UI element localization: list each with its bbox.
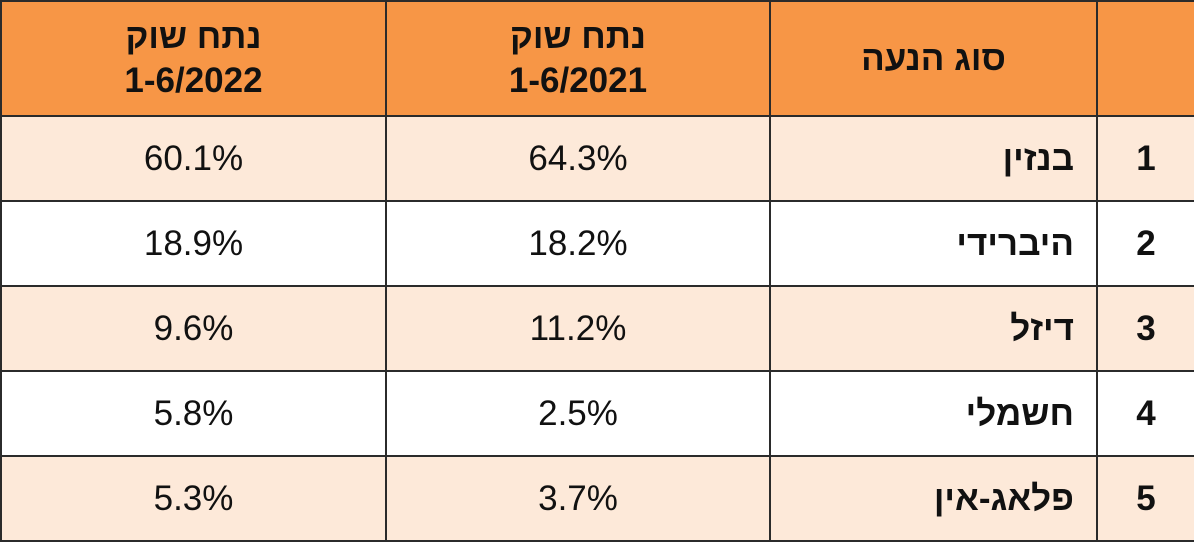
row-propulsion-type: היברידי — [769, 200, 1098, 287]
table-row: 2 היברידי 18.2% 18.9% — [0, 200, 1194, 287]
row-share-2022: 5.8% — [0, 370, 387, 457]
row-propulsion-type: חשמלי — [769, 370, 1098, 457]
row-number: 2 — [1096, 200, 1194, 287]
table-row: 1 בנזין 64.3% 60.1% — [0, 115, 1194, 202]
row-share-2021: 64.3% — [385, 115, 771, 202]
row-number: 4 — [1096, 370, 1194, 457]
row-share-2021: 2.5% — [385, 370, 771, 457]
header-propulsion-type: סוג הנעה — [769, 0, 1098, 117]
row-number: 1 — [1096, 115, 1194, 202]
row-propulsion-type: בנזין — [769, 115, 1098, 202]
row-share-2021: 11.2% — [385, 285, 771, 372]
row-number: 5 — [1096, 455, 1194, 542]
header-share-2021: נתח שוק 1-6/2021 — [385, 0, 771, 117]
table-row: 3 דיזל 11.2% 9.6% — [0, 285, 1194, 372]
row-share-2021: 3.7% — [385, 455, 771, 542]
header-share-2021-period: 1-6/2021 — [508, 60, 648, 100]
row-share-2022: 9.6% — [0, 285, 387, 372]
header-share-2022-period: 1-6/2022 — [124, 60, 263, 100]
header-share-2022: נתח שוק 1-6/2022 — [0, 0, 387, 117]
row-propulsion-type: דיזל — [769, 285, 1098, 372]
header-num — [1096, 0, 1194, 117]
row-share-2021: 18.2% — [385, 200, 771, 287]
row-share-2022: 60.1% — [0, 115, 387, 202]
header-row: סוג הנעה נתח שוק 1-6/2021 נתח שוק 1-6/20… — [0, 0, 1194, 117]
row-number: 3 — [1096, 285, 1194, 372]
table-row: 5 פלאג-אין 3.7% 5.3% — [0, 455, 1194, 542]
header-share-2022-label: נתח שוק — [125, 16, 262, 56]
table-row: 4 חשמלי 2.5% 5.8% — [0, 370, 1194, 457]
row-share-2022: 18.9% — [0, 200, 387, 287]
row-propulsion-type: פלאג-אין — [769, 455, 1098, 542]
row-share-2022: 5.3% — [0, 455, 387, 542]
header-share-2021-label: נתח שוק — [509, 16, 647, 56]
